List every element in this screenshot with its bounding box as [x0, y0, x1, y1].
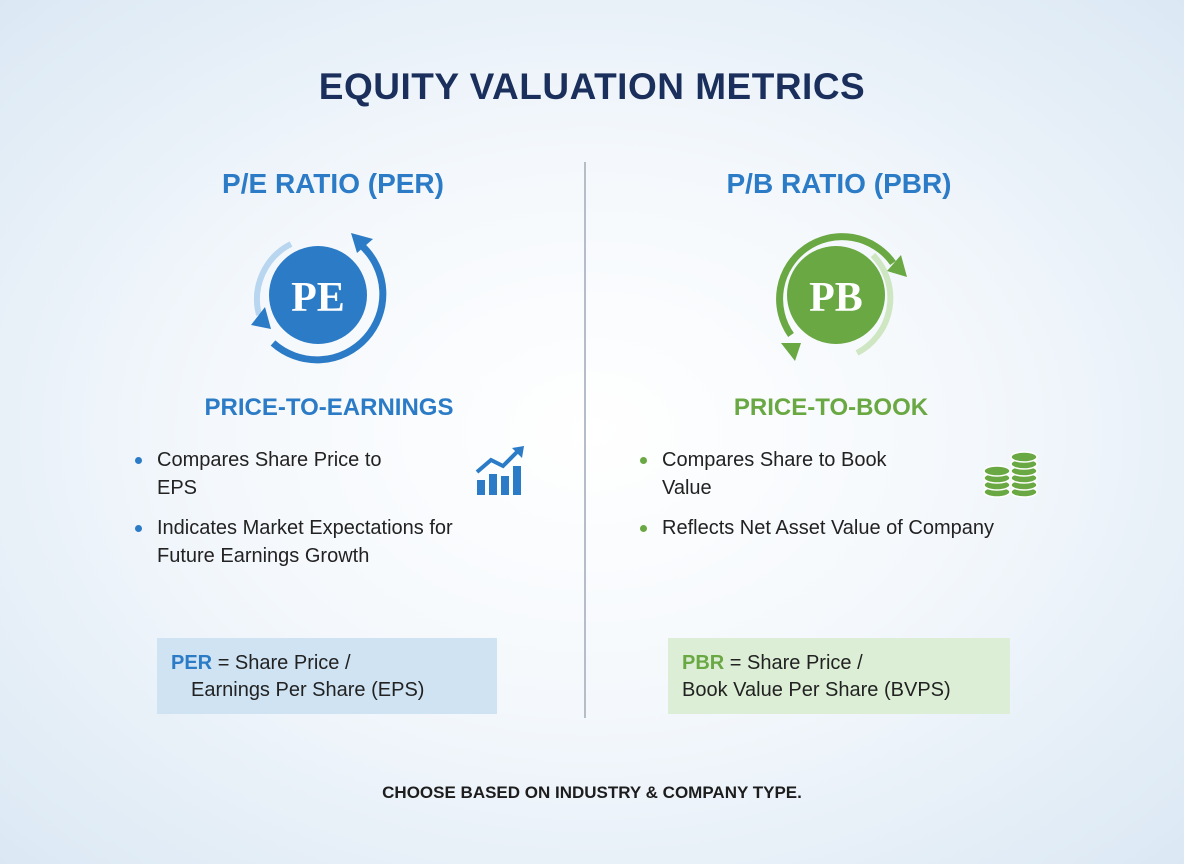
- pb-icon: PB: [776, 233, 907, 361]
- bullet-list: Compares Share Price to EPS Indicates Ma…: [135, 446, 480, 582]
- bullet: Indicates Market Expectations for Future…: [135, 514, 480, 570]
- chart-icon: [475, 446, 524, 495]
- subtitle: PRICE-TO-BOOK: [733, 394, 929, 421]
- subtitle: PRICE-TO-EARNINGS: [204, 394, 454, 421]
- icon-text: PB: [809, 275, 863, 321]
- footer: CHOOSE BASED ON INDUSTRY & COMPANY TYPE.: [382, 783, 802, 802]
- heading: P/B RATIO (PBR): [726, 168, 952, 199]
- formula-line: = Share Price /: [729, 652, 863, 674]
- coins-icon: [983, 451, 1038, 498]
- heading: P/E RATIO (PER): [222, 168, 444, 199]
- formula-line: Earnings Per Share (EPS): [191, 679, 425, 701]
- formula-term: PBR: [682, 652, 725, 674]
- icon-text: PE: [291, 275, 345, 321]
- bullet: Compares Share to Book Value: [640, 446, 932, 502]
- divider: [584, 162, 586, 718]
- formula-box: PBR = Share Price / Book Value Per Share…: [668, 638, 1010, 714]
- formula-term: PER: [171, 652, 213, 674]
- bullet: Compares Share Price to EPS: [135, 446, 417, 502]
- pe-icon: PE: [251, 233, 387, 364]
- title: EQUITY VALUATION METRICS: [318, 66, 866, 107]
- formula-line: = Share Price /: [217, 652, 351, 674]
- bullet: Reflects Net Asset Value of Company: [640, 514, 1040, 542]
- formula-line: Book Value Per Share (BVPS): [682, 679, 951, 701]
- formula-box: PER = Share Price / Earnings Per Share (…: [157, 638, 497, 714]
- bullet-list: Compares Share to Book Value Reflects Ne…: [640, 446, 1040, 554]
